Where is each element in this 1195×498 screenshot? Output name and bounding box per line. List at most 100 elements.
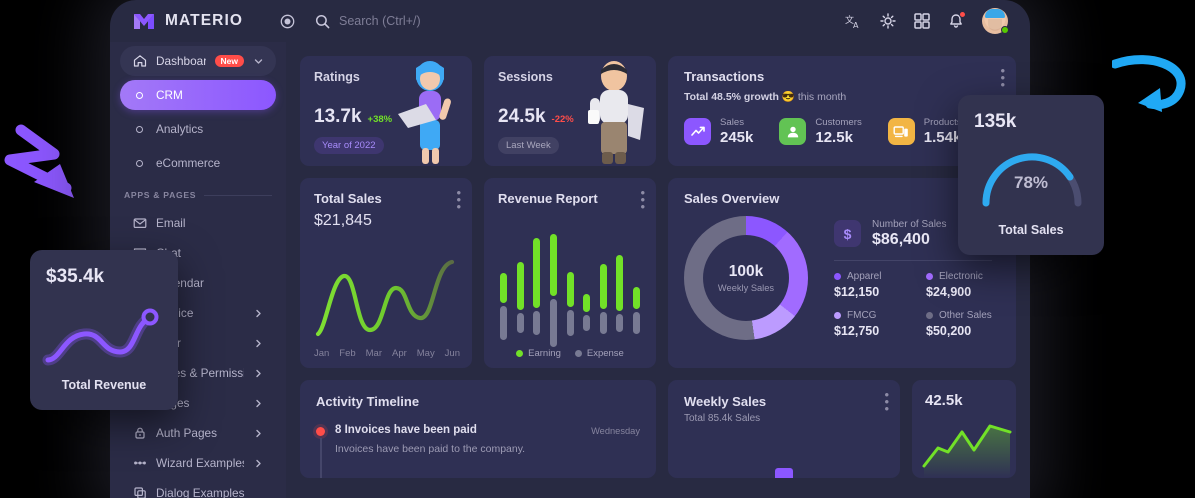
card-title: Revenue Report bbox=[498, 191, 598, 206]
circle-icon bbox=[132, 122, 147, 137]
number-of-sales: $ Number of Sales $86,400 bbox=[834, 219, 992, 249]
sidebar-section-apps-pages: APPS & PAGES bbox=[124, 190, 272, 200]
bar-group bbox=[566, 237, 574, 336]
total-revenue-label: Total Revenue bbox=[61, 378, 147, 392]
legend-value: $24,900 bbox=[926, 284, 972, 299]
sidebar-item-analytics[interactable]: Analytics bbox=[120, 114, 276, 144]
axis-tick: Jun bbox=[444, 348, 460, 359]
timeline-line bbox=[320, 438, 322, 478]
transaction-item-products: Products 1.54k bbox=[887, 117, 962, 146]
sidebar-new-badge: New bbox=[214, 54, 244, 68]
transactions-more-icon[interactable]: • • • bbox=[1000, 63, 1005, 92]
avatar-status-badge bbox=[1001, 26, 1009, 34]
ratings-value-row: 13.7k +38% bbox=[314, 106, 458, 128]
transactions-period: this month bbox=[797, 91, 847, 103]
axis-tick: Jan bbox=[314, 348, 330, 359]
sidebar-item-label: Analytics bbox=[156, 122, 204, 136]
transactions-subtitle: Total 48.5% growth 😎 this month bbox=[684, 90, 1000, 103]
weekly-sales-more-icon[interactable]: • • • bbox=[884, 387, 889, 416]
brand: MATERIO bbox=[110, 11, 286, 31]
chevron-right-icon[interactable] bbox=[253, 458, 264, 469]
sidebar-item-email[interactable]: Email bbox=[120, 208, 276, 238]
bar-group bbox=[516, 240, 524, 333]
lock-icon bbox=[132, 426, 147, 441]
sidebar-item-auth-pages[interactable]: Auth Pages bbox=[120, 418, 276, 448]
transaction-label: Customers bbox=[815, 117, 862, 128]
transactions-emoji: 😎 bbox=[781, 91, 795, 103]
sessions-delta: -22% bbox=[551, 114, 574, 125]
theme-sun-icon[interactable] bbox=[880, 13, 896, 29]
svg-text:文: 文 bbox=[845, 14, 854, 26]
girl-with-laptop-illustration bbox=[398, 61, 451, 164]
card-sales-overview: Sales Overview 100k Weekly Sales $ bbox=[668, 178, 1016, 368]
card-activity-timeline: Activity Timeline 8 Invoices have been p… bbox=[300, 380, 656, 478]
mini-stat-area-chart bbox=[922, 424, 1012, 478]
sidebar-item-crm[interactable]: CRM bbox=[120, 80, 276, 110]
card-title: Sales Overview bbox=[684, 191, 780, 206]
sidebar-item-label: Dialog Examples bbox=[156, 486, 245, 498]
sales-overview-body: 100k Weekly Sales $ Number of Sales $86,… bbox=[684, 216, 1000, 340]
axis-tick: May bbox=[416, 348, 435, 359]
total-sales-more-icon[interactable]: • • • bbox=[456, 185, 461, 214]
sidebar-group-label: Dashboards bbox=[156, 54, 206, 68]
search-bar[interactable]: Search (Ctrl+/) bbox=[315, 14, 421, 29]
legend-label: Apparel bbox=[847, 270, 882, 282]
sidebar-item-dialog-examples[interactable]: Dialog Examples bbox=[120, 478, 276, 498]
wizard-icon bbox=[132, 456, 147, 471]
transaction-value: 12.5k bbox=[815, 129, 853, 146]
main-content: Ratings 13.7k +38% Year of 2022 bbox=[286, 42, 1030, 498]
legend-value: $12,150 bbox=[834, 284, 880, 299]
card-total-sales: • • • Total Sales $21,845 Jan Feb bbox=[300, 178, 472, 368]
bar-group bbox=[500, 233, 507, 340]
notification-dot bbox=[959, 11, 966, 18]
notifications-bell-icon[interactable] bbox=[948, 11, 966, 29]
sidebar-item-wizard-examples[interactable]: Wizard Examples bbox=[120, 448, 276, 478]
circle-icon bbox=[132, 156, 147, 171]
sidebar-item-label: Roles & Permissi... bbox=[156, 366, 244, 380]
avatar[interactable] bbox=[982, 8, 1009, 34]
sidebar: Dashboards New CRM Analytics eCommerce A… bbox=[110, 42, 286, 498]
transaction-item-sales: Sales 245k bbox=[684, 117, 753, 146]
legend-item-earning: Earning bbox=[516, 348, 561, 359]
card-title: Ratings bbox=[314, 70, 360, 84]
sidebar-item-label: Wizard Examples bbox=[156, 456, 244, 470]
svg-text:A: A bbox=[853, 21, 859, 30]
total-sales-float-value: 135k bbox=[974, 111, 1017, 132]
chevron-down-icon[interactable] bbox=[253, 56, 264, 67]
timeline-item: 8 Invoices have been paid Invoices have … bbox=[316, 424, 640, 478]
chevron-right-icon[interactable] bbox=[253, 368, 264, 379]
number-of-sales-value: $86,400 bbox=[872, 230, 930, 248]
bar-group bbox=[549, 226, 557, 347]
radio-pin-icon[interactable] bbox=[280, 14, 295, 29]
divider bbox=[204, 194, 272, 196]
sidebar-item-label: Email bbox=[156, 216, 186, 230]
card-title: Total Sales bbox=[314, 191, 382, 206]
revenue-report-legend: Earning Expense bbox=[484, 348, 656, 359]
timeline-dot bbox=[316, 427, 325, 436]
chevron-right-icon[interactable] bbox=[253, 398, 264, 409]
sidebar-section-label: APPS & PAGES bbox=[124, 190, 197, 200]
legend-label: FMCG bbox=[847, 309, 877, 321]
bar-group bbox=[599, 239, 607, 334]
search-input[interactable]: Search (Ctrl+/) bbox=[339, 14, 421, 28]
search-icon bbox=[315, 14, 330, 29]
bar-group bbox=[633, 239, 640, 334]
revenue-report-more-icon[interactable]: • • • bbox=[640, 185, 645, 214]
card-mini-stat: 42.5k bbox=[912, 380, 1016, 478]
total-sales-float-label: Total Sales bbox=[998, 223, 1064, 237]
apps-grid-icon[interactable] bbox=[914, 13, 930, 29]
sidebar-item-ecommerce[interactable]: eCommerce bbox=[120, 148, 276, 178]
card-title: Transactions bbox=[684, 69, 765, 84]
chevron-right-icon[interactable] bbox=[253, 338, 264, 349]
sidebar-group-dashboards[interactable]: Dashboards New bbox=[120, 46, 276, 76]
blue-curved-arrow bbox=[1112, 55, 1186, 112]
chevron-right-icon[interactable] bbox=[253, 308, 264, 319]
chevron-right-icon[interactable] bbox=[253, 428, 264, 439]
timeline-title: 8 Invoices have been paid bbox=[335, 424, 477, 436]
legend-item-other-sales: Other Sales $50,200 bbox=[926, 310, 992, 338]
dollar-icon: $ bbox=[834, 220, 861, 247]
materio-m-logo-icon bbox=[132, 11, 156, 31]
